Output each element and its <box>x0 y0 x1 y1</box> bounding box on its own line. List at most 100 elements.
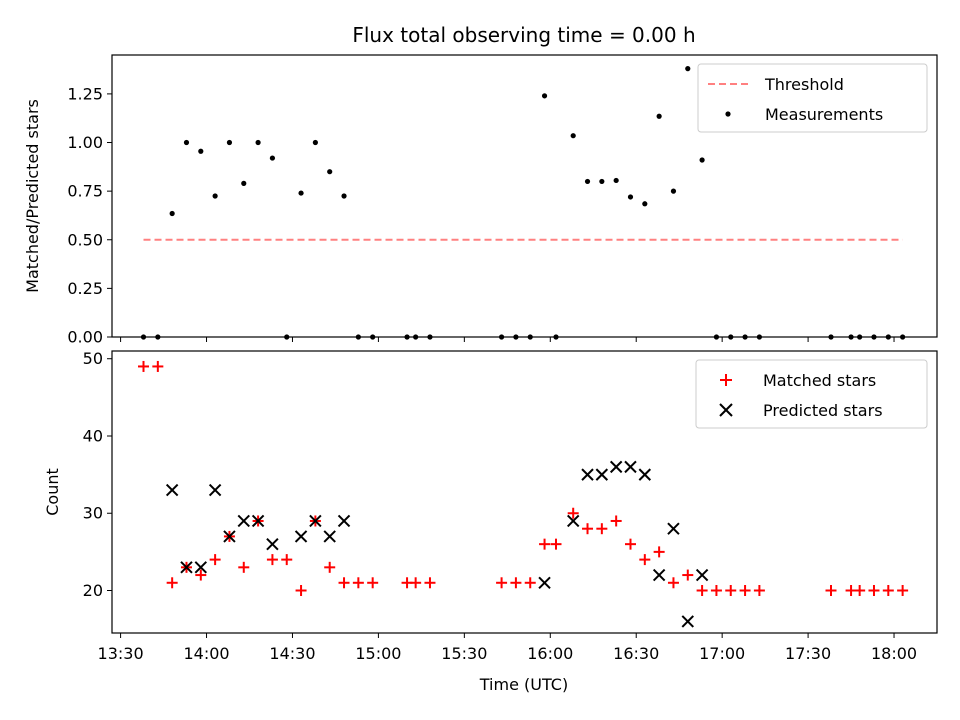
ratio-plot-area <box>140 66 906 340</box>
predicted-star-marker <box>223 530 236 543</box>
matched-star-marker <box>582 523 594 535</box>
predicted-star-marker <box>194 561 208 574</box>
ratio-y-tick-label: 0.75 <box>67 182 103 201</box>
ratio-panel: 0.00 0.25 0.50 0.75 1.00 1.25 Matched/Predict… <box>23 54 938 347</box>
count-y-axis-label: Count <box>43 468 62 516</box>
measurement-point <box>183 139 190 146</box>
predicted-star-marker <box>667 522 680 535</box>
matched-star-marker <box>725 585 737 597</box>
measurement-point <box>570 133 576 139</box>
matched-star-marker <box>195 569 207 581</box>
matched-star-marker <box>682 569 694 581</box>
predicted-star-marker <box>566 514 580 528</box>
ratio-y-ticks: 0.00 0.25 0.50 0.75 1.00 1.25 <box>67 84 112 347</box>
count-legend-box <box>695 359 928 429</box>
ratio-y-axis-label: Matched/Predicted stars <box>23 99 42 293</box>
measurement-point <box>670 188 677 194</box>
predicted-star-marker <box>237 514 250 528</box>
count-y-tick-label: 50 <box>83 349 103 368</box>
count-axes-frame <box>111 350 938 634</box>
ratio-y-tick-label: 0.25 <box>67 279 103 298</box>
count-y-tick-label: 40 <box>83 426 103 445</box>
measurement-point <box>613 177 619 184</box>
predicted-star-marker <box>695 568 709 582</box>
ratio-axes-frame <box>111 54 938 338</box>
matched-star-marker <box>639 554 651 566</box>
predicted-star-marker <box>652 568 666 582</box>
matched-star-marker <box>753 585 765 597</box>
matched-star-marker <box>882 585 894 597</box>
matched-star-marker <box>696 585 708 597</box>
matched-star-marker <box>209 554 221 566</box>
measurement-point <box>699 157 705 163</box>
x-tick-label: 14:30 <box>269 644 315 663</box>
matched-star-marker <box>510 577 522 589</box>
predicted-star-marker <box>180 561 193 574</box>
measurement-point <box>269 155 276 161</box>
x-tick-label: 17:00 <box>699 644 745 663</box>
matched-star-marker <box>550 538 562 550</box>
matched-star-marker <box>868 585 880 597</box>
predicted-legend-label: Predicted stars <box>763 401 883 420</box>
measurement-point <box>541 93 548 99</box>
x-tick-label: 18:00 <box>871 644 917 663</box>
matched-star-marker <box>710 585 722 597</box>
ratio-x-ticks <box>120 337 895 342</box>
predicted-star-marker <box>681 615 694 628</box>
matched-star-marker <box>524 577 536 589</box>
matched-star-marker <box>653 546 665 558</box>
matched-star-marker <box>624 538 636 550</box>
matched-star-marker <box>410 577 422 589</box>
x-tick-label: 16:30 <box>613 644 659 663</box>
predicted-legend-swatch <box>719 403 733 417</box>
ratio-y-tick-label: 1.25 <box>67 84 103 103</box>
predicted-star-marker <box>337 514 351 528</box>
matched-star-marker <box>324 561 336 573</box>
x-tick-label: 17:30 <box>785 644 831 663</box>
matched-star-marker <box>367 577 379 589</box>
predicted-star-marker <box>294 530 308 543</box>
matched-star-marker <box>667 577 679 589</box>
predicted-star-marker <box>624 460 637 474</box>
measurement-point <box>226 139 233 146</box>
matched-legend-swatch <box>720 374 732 386</box>
predicted-star-marker <box>309 514 322 528</box>
matched-star-marker <box>338 577 350 589</box>
ratio-legend: Threshold Measurements <box>697 63 928 133</box>
predicted-star-marker <box>323 530 336 543</box>
matched-star-marker <box>295 585 307 597</box>
measurement-point <box>599 178 605 185</box>
matched-star-marker <box>138 360 150 372</box>
count-y-tick-label: 20 <box>83 581 103 600</box>
matched-star-marker <box>238 561 250 573</box>
predicted-star-marker <box>609 460 623 474</box>
matched-legend-label: Matched stars <box>763 371 876 390</box>
threshold-legend-label: Threshold <box>764 75 844 94</box>
ratio-y-tick-label: 0.00 <box>67 328 103 347</box>
predicted-star-marker <box>595 468 609 481</box>
measurement-point <box>627 194 634 200</box>
predicted-star-marker <box>638 468 652 481</box>
measurements-legend-swatch <box>725 111 731 117</box>
matched-star-marker <box>854 585 866 597</box>
measurement-point <box>685 66 691 72</box>
ratio-y-tick-label: 0.50 <box>67 230 103 249</box>
count-plot-area <box>138 360 909 628</box>
measurement-point <box>656 113 662 119</box>
count-y-ticks: 20 30 40 50 <box>83 349 112 600</box>
x-axis-label: Time (UTC) <box>479 675 568 694</box>
matched-star-marker <box>596 523 608 535</box>
matched-star-marker <box>496 577 508 589</box>
measurement-point <box>212 193 218 199</box>
x-tick-label: 16:00 <box>527 644 573 663</box>
measurements-legend-label: Measurements <box>765 105 883 124</box>
predicted-star-marker <box>266 537 279 551</box>
x-tick-label: 15:30 <box>441 644 487 663</box>
matched-star-marker <box>897 585 909 597</box>
matched-star-marker <box>152 360 164 372</box>
x-tick-label: 15:00 <box>355 644 401 663</box>
measurement-point <box>169 210 175 217</box>
count-legend: Matched stars Predicted stars <box>695 359 928 429</box>
ratio-y-tick-label: 1.00 <box>67 133 103 152</box>
